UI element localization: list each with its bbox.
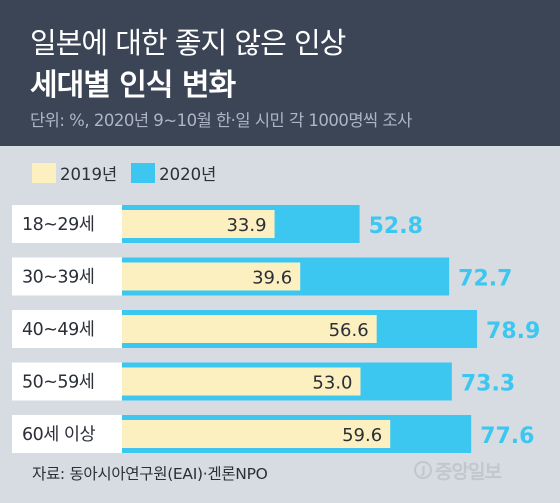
header: 일본에 대한 좋지 않은 인상 세대별 인식 변화 단위: %, 2020년 9… [0, 0, 560, 146]
legend-item-2020: 2020년 [131, 161, 216, 185]
category-label: 30~39세 [22, 268, 94, 288]
bar-2019 [122, 262, 301, 291]
category-label: 50~59세 [22, 373, 94, 393]
value-label-2020: 72.7 [458, 267, 512, 292]
chart-legend: 2019년 2020년 [32, 162, 230, 184]
category-tab [12, 205, 122, 243]
publisher-logo: J 중앙일보 [414, 457, 502, 483]
bar-2019 [122, 315, 377, 343]
unit-note: 단위: %, 2020년 9~10월 한·일 시민 각 1000명씩 조사 [30, 111, 412, 130]
category-tab [12, 362, 122, 401]
legend-label-2019: 2019년 [60, 165, 118, 184]
bar-2019 [122, 367, 361, 396]
category-label: 60세 이상 [22, 425, 96, 445]
category-tab [12, 257, 122, 296]
value-label-2020: 52.8 [369, 214, 423, 239]
value-label-2019: 53.0 [312, 373, 352, 394]
value-label-2019: 39.6 [252, 268, 292, 289]
category-tab [12, 310, 122, 348]
value-label-2020: 73.3 [461, 372, 515, 397]
category-label: 18~29세 [22, 215, 94, 235]
value-label-2020: 78.9 [486, 319, 540, 344]
bar-2019 [122, 210, 275, 238]
category-label: 40~49세 [22, 320, 94, 340]
legend-swatch-2019 [32, 163, 56, 183]
category-tab [12, 415, 122, 453]
value-label-2019: 59.6 [342, 425, 382, 446]
bar-2019 [122, 420, 391, 448]
logo-text: 중앙일보 [435, 460, 502, 483]
legend-swatch-2020 [131, 163, 156, 183]
legend-label-2020: 2020년 [159, 165, 217, 184]
page-title-bold: 세대별 인식 변화 [30, 68, 236, 103]
logo-mark-icon: J [414, 461, 432, 479]
legend-item-2019: 2019년 [32, 161, 117, 185]
value-label-2019: 33.9 [226, 215, 266, 236]
value-label-2019: 56.6 [329, 320, 369, 341]
page-title: 일본에 대한 좋지 않은 인상 [30, 26, 346, 60]
source-note: 자료: 동아시아연구원(EAI)·겐론NPO [32, 465, 268, 483]
value-label-2020: 77.6 [480, 424, 534, 449]
